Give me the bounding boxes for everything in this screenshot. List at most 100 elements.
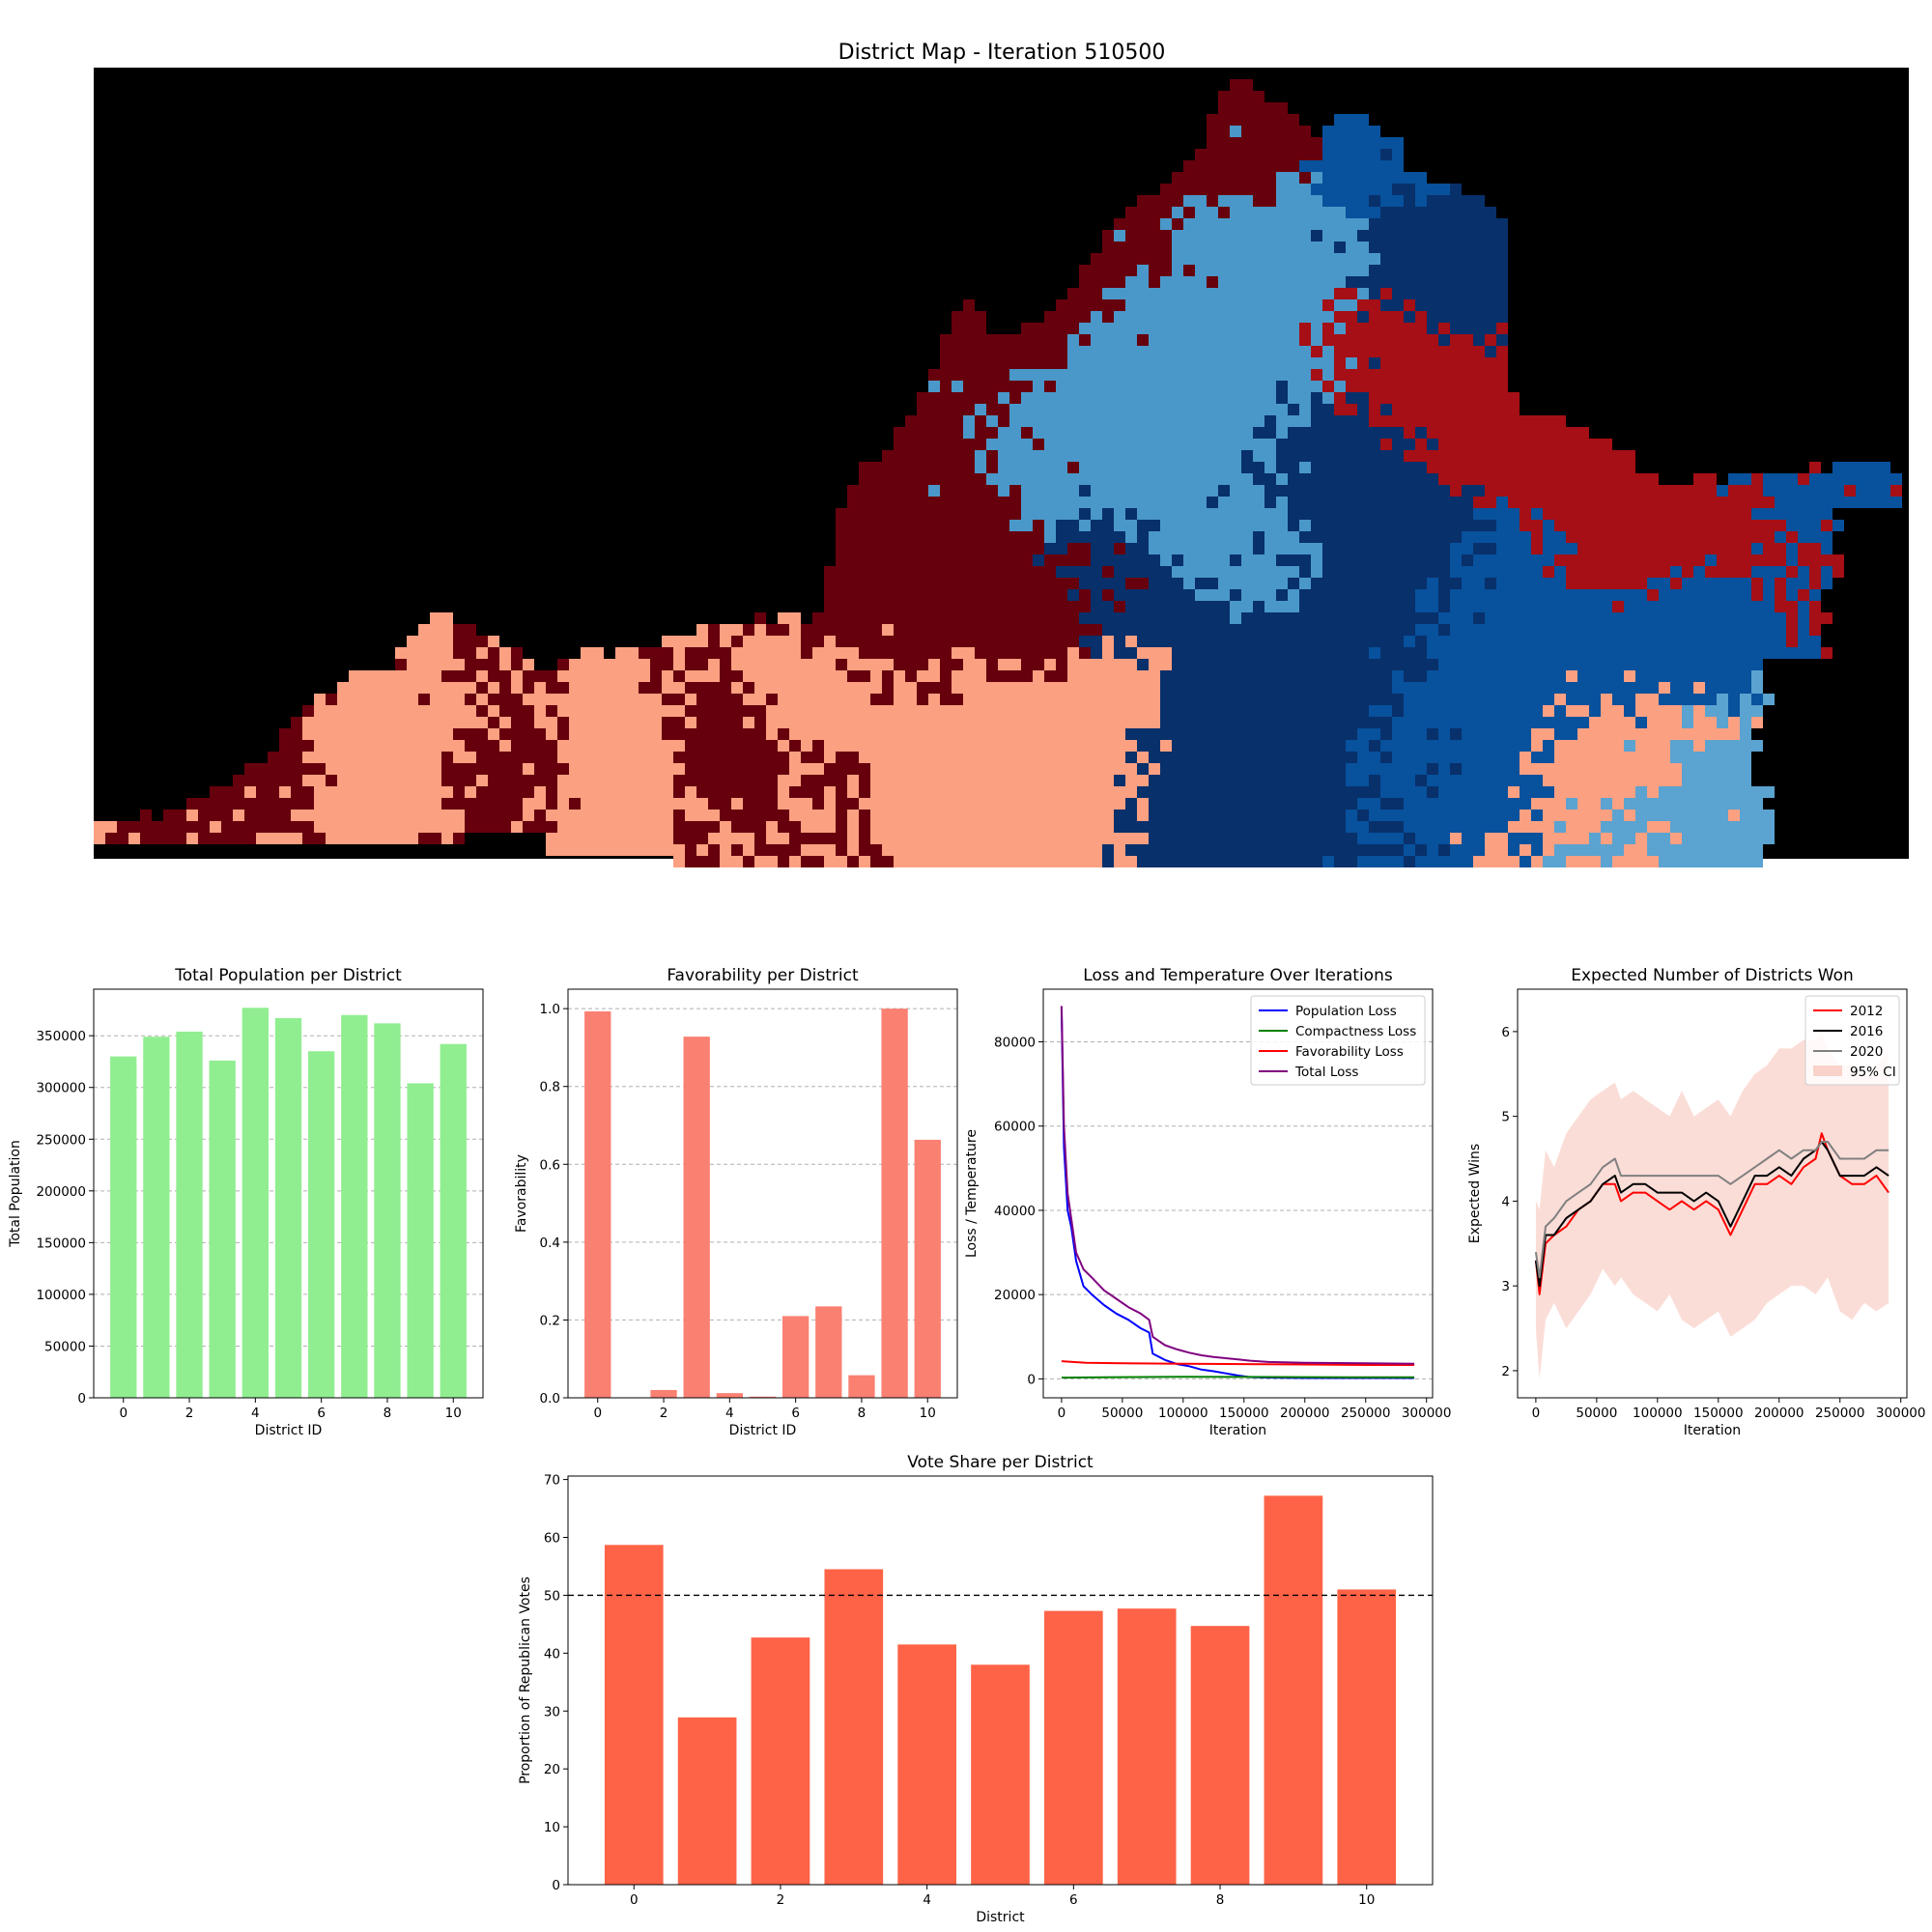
map-cell	[1380, 288, 1392, 299]
map-cell	[1508, 833, 1543, 844]
map-cell	[952, 311, 986, 323]
map-cell	[1427, 195, 1485, 207]
map-cell	[1172, 740, 1346, 752]
map-cell	[952, 323, 986, 334]
bar	[881, 1009, 908, 1398]
map-cell	[1056, 531, 1125, 543]
x-tick-label: 6	[791, 1406, 800, 1421]
map-cell	[662, 694, 685, 705]
map-cell	[1183, 207, 1195, 218]
x-tick-label: 150000	[1693, 1406, 1744, 1421]
y-tick-label: 0	[77, 1391, 86, 1406]
map-cell	[1659, 856, 1763, 867]
map-cell	[523, 763, 534, 775]
y-tick-label: 0.8	[540, 1080, 560, 1095]
map-cell	[1485, 485, 1717, 497]
map-cell	[812, 612, 1079, 624]
map-cell	[743, 844, 754, 856]
map-cell	[1392, 404, 1520, 415]
map-cell	[870, 670, 882, 682]
map-cell	[1009, 520, 1033, 531]
map-cell	[1009, 415, 1264, 427]
map-cell	[1427, 763, 1438, 775]
chart-title: Favorability per District	[667, 966, 859, 985]
map-cell	[1067, 670, 1160, 682]
map-cell	[407, 659, 465, 670]
map-cell	[1473, 554, 1554, 566]
map-cell	[778, 798, 812, 810]
x-tick-label: 10	[920, 1406, 936, 1421]
map-cell	[801, 636, 824, 647]
map-cell	[523, 798, 546, 810]
map-cell	[1334, 381, 1346, 392]
map-cell	[1114, 856, 1137, 867]
map-cell	[1299, 462, 1311, 473]
map-cell	[1137, 520, 1160, 531]
map-cell	[1044, 659, 1056, 670]
map-cell	[1230, 485, 1264, 497]
map-cell	[1462, 728, 1531, 740]
map-cell	[1543, 531, 1566, 543]
map-cell	[1438, 624, 1450, 636]
bar	[716, 1393, 744, 1398]
map-cell	[1404, 670, 1427, 682]
map-cell	[778, 775, 801, 786]
y-tick-label: 1.0	[540, 1002, 560, 1017]
bar	[1264, 1495, 1323, 1885]
map-cell	[1380, 798, 1404, 810]
map-cell	[1056, 566, 1102, 578]
map-cell	[859, 786, 870, 798]
y-tick-label: 250000	[36, 1132, 86, 1148]
y-axis-label: Loss / Temperature	[964, 1129, 980, 1258]
map-cell	[1218, 497, 1264, 508]
map-cell	[1485, 844, 1508, 856]
map-cell	[754, 612, 766, 624]
map-cell	[1137, 334, 1149, 346]
map-cell	[1612, 833, 1635, 844]
y-tick-label: 50000	[44, 1339, 86, 1354]
map-cell	[1404, 798, 1531, 810]
map-cell	[1554, 554, 1705, 566]
map-cell	[1149, 334, 1299, 346]
map-cell	[534, 717, 557, 728]
map-cell	[1357, 833, 1404, 844]
map-cell	[859, 810, 870, 821]
y-axis-label: Expected Wins	[1467, 1144, 1483, 1243]
map-cell	[847, 786, 859, 798]
map-cell	[870, 856, 894, 867]
map-cell	[1705, 740, 1763, 752]
map-cell	[1693, 705, 1705, 717]
x-tick-label: 200000	[1754, 1406, 1804, 1421]
map-cell	[1821, 520, 1833, 531]
map-cell	[1659, 786, 1775, 798]
map-cell	[1114, 218, 1160, 230]
map-cell	[743, 798, 778, 810]
map-cell	[789, 786, 824, 798]
map-cell	[1462, 554, 1473, 566]
map-cell	[1346, 207, 1380, 218]
map-cell	[1357, 299, 1380, 311]
map-cell	[1438, 589, 1450, 601]
map-cell	[557, 670, 650, 682]
map-cell	[1670, 833, 1682, 844]
map-cell	[1693, 717, 1717, 728]
y-axis-label: Proportion of Republican Votes	[518, 1577, 533, 1784]
map-cell	[673, 670, 685, 682]
map-cell	[1520, 844, 1531, 856]
map-cell	[523, 659, 534, 670]
map-cell	[1450, 833, 1462, 844]
map-cell	[1520, 508, 1531, 520]
map-cell	[1508, 497, 1775, 508]
map-cell	[546, 728, 557, 740]
map-cell	[1369, 705, 1392, 717]
map-cell	[1415, 589, 1438, 601]
map-cell	[1833, 520, 1844, 531]
map-cell	[894, 856, 1102, 867]
map-cell	[836, 508, 1021, 520]
map-cell	[465, 740, 499, 752]
map-cell	[1577, 798, 1601, 810]
map-cell	[1137, 740, 1160, 752]
map-cell	[836, 554, 1033, 566]
map-cell	[1450, 763, 1462, 775]
y-tick-label: 40000	[994, 1204, 1036, 1219]
